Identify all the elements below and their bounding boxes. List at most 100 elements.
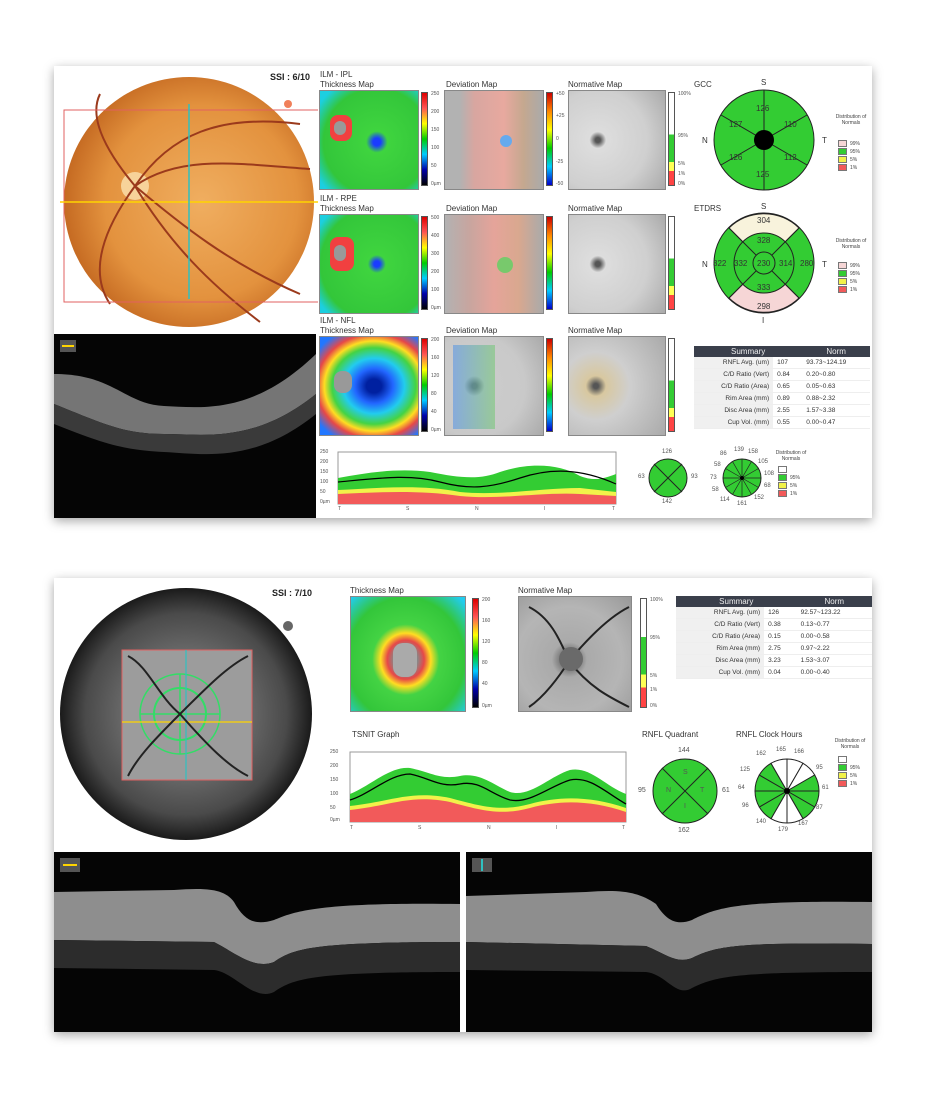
gcc-val: 126 [756, 104, 770, 113]
tsnit-graph-top[interactable]: 250 200 150 100 50 0µm T S N I T [320, 448, 620, 514]
table-row: C/D Ratio (Vert) 0.84 0.20~0.80 [694, 368, 870, 381]
quadrant-title: RNFL Quadrant [642, 730, 699, 739]
summary-table-top: Summary Norm RNFL Avg. (um) 107 93.73~124.1… [694, 346, 870, 429]
tsnit-bottom-x: T [622, 825, 626, 831]
bottom-dist-title: Distribution of Normals [834, 738, 866, 750]
tsnit-top-x: S [406, 506, 410, 512]
rnfl-clock-top[interactable] [722, 458, 762, 498]
tsnit-bottom-y: 150 [330, 777, 339, 783]
row3-deviation-colorbar [546, 338, 553, 432]
etdrs-inner: 332 [734, 259, 748, 268]
dist-legend-title-3: Distribution of Normals [775, 450, 807, 462]
row3-deviation-title: Deviation Map [446, 326, 498, 335]
etdrs-center: 230 [757, 259, 771, 268]
rnfl-quadrant-bottom[interactable] [652, 758, 718, 824]
bottom-thickness-map[interactable] [350, 596, 466, 712]
table-row: Rim Area (mm) 2.75 0.97~2.22 [676, 642, 872, 655]
rnfl-clock-bottom[interactable] [754, 758, 820, 824]
bottom-normative-colorbar [640, 598, 647, 708]
row2-normative-map[interactable] [568, 214, 666, 314]
ssi-label: SSI : 6/10 [270, 72, 311, 82]
oct-bscan[interactable] [54, 334, 316, 518]
quad-bottom-right-val: 61 [722, 787, 730, 794]
quad-left-val: 63 [638, 474, 645, 480]
etdrs-outer: 298 [757, 302, 771, 311]
tsnit-bottom-y: 0µm [330, 817, 340, 823]
tsnit-graph-bottom[interactable]: 250 200 150 100 50 0µm T S N I T [330, 746, 630, 836]
tsnit-bottom-y: 50 [330, 805, 336, 811]
row2-layer-label: ILM - RPE [320, 194, 357, 203]
row3-thickness-colorbar [421, 338, 428, 432]
tsnit-bottom-y: 200 [330, 763, 339, 769]
row3-thickness-map[interactable] [319, 336, 419, 436]
tsnit-bottom-y: 100 [330, 791, 339, 797]
row3-deviation-map[interactable] [444, 336, 544, 436]
row1-deviation-map[interactable] [444, 90, 544, 190]
clock-title: RNFL Clock Hours [736, 730, 803, 739]
gcc-val: 126 [729, 153, 743, 162]
row3-normative-title: Normative Map [568, 326, 623, 335]
etdrs-s: S [761, 202, 767, 211]
quad-bottom-s: S [683, 769, 688, 776]
tsnit-top-y: 100 [320, 479, 329, 485]
fundus-image[interactable] [60, 74, 321, 330]
table-row: C/D Ratio (Area) 0.15 0.00~0.58 [676, 630, 872, 643]
etdrs-outer: 322 [713, 259, 727, 268]
tsnit-top-y: 0µm [320, 499, 330, 505]
gcc-val: 127 [729, 120, 743, 129]
row2-normative-title: Normative Map [568, 204, 623, 213]
etdrs-t: T [822, 260, 827, 269]
etdrs-chart[interactable] [704, 208, 824, 318]
tsnit-top-x: I [544, 506, 546, 512]
row2-deviation-map[interactable] [444, 214, 544, 314]
row1-thickness-map[interactable] [319, 90, 419, 190]
row3-normative-colorbar [668, 338, 675, 432]
row1-thickness-title: Thickness Map [320, 80, 374, 89]
quad-bottom-val: 142 [662, 499, 673, 505]
table-row: Cup Vol. (mm) 0.55 0.00~0.47 [694, 416, 870, 429]
quad-bottom-bottom-val: 162 [678, 827, 690, 834]
tsnit-top-y: 250 [320, 449, 329, 455]
quad-bottom-top-val: 144 [678, 747, 690, 754]
dist-legend-title-2: Distribution of Normals [835, 238, 867, 250]
row2-thickness-map[interactable] [319, 214, 419, 314]
oct-bscan-vertical[interactable] [466, 852, 872, 1032]
row2-etdrs-label: ETDRS [694, 204, 722, 213]
gcc-s: S [761, 78, 767, 87]
row2-thickness-title: Thickness Map [320, 204, 374, 213]
table-row: RNFL Avg. (um) 126 92.57~123.22 [676, 607, 872, 619]
tsnit-bottom-y: 250 [330, 749, 339, 755]
summary-table-bottom: Summary Norm RNFL Avg. (um) 126 92.57~123.2… [676, 596, 872, 679]
etdrs-outer: 280 [800, 259, 814, 268]
etdrs-i: I [762, 316, 765, 325]
row2-deviation-colorbar [546, 216, 553, 310]
row2-normative-colorbar [668, 216, 675, 310]
bottom-normative-title: Normative Map [518, 586, 573, 595]
gcc-t: T [822, 136, 827, 145]
gcc-val: 110 [784, 120, 797, 129]
bottom-normative-map[interactable] [518, 596, 632, 712]
etdrs-inner: 333 [757, 283, 771, 292]
rnfl-quadrant-top[interactable] [648, 458, 688, 498]
gcc-val: 125 [756, 170, 770, 179]
table-row: Cup Vol. (mm) 0.04 0.00~0.40 [676, 666, 872, 679]
quad-bottom-n: N [666, 787, 672, 794]
dist-legend-title: Distribution of Normals [835, 114, 867, 126]
ssi-label-bottom: SSI : 7/10 [272, 588, 313, 598]
row1-layer-label: ILM - IPL [320, 70, 353, 79]
tsnit-top-y: 150 [320, 469, 329, 475]
row1-normative-map[interactable] [568, 90, 666, 190]
row1-thickness-colorbar [421, 92, 428, 186]
tsnit-bottom-x: I [556, 825, 558, 831]
row1-normative-title: Normative Map [568, 80, 623, 89]
row3-normative-map[interactable] [568, 336, 666, 436]
tsnit-bottom-x: N [487, 825, 491, 831]
tsnit-top-x: T [338, 506, 342, 512]
table-row: Disc Area (mm) 3.23 1.53~3.07 [676, 654, 872, 667]
table-row: C/D Ratio (Area) 0.65 0.05~0.63 [694, 380, 870, 393]
tsnit-top-x: N [475, 506, 479, 512]
oct-bscan-horizontal[interactable] [54, 852, 460, 1032]
gcc-sector-chart[interactable] [704, 84, 824, 194]
slo-image[interactable] [58, 586, 314, 842]
tsnit-bottom-x: S [418, 825, 422, 831]
